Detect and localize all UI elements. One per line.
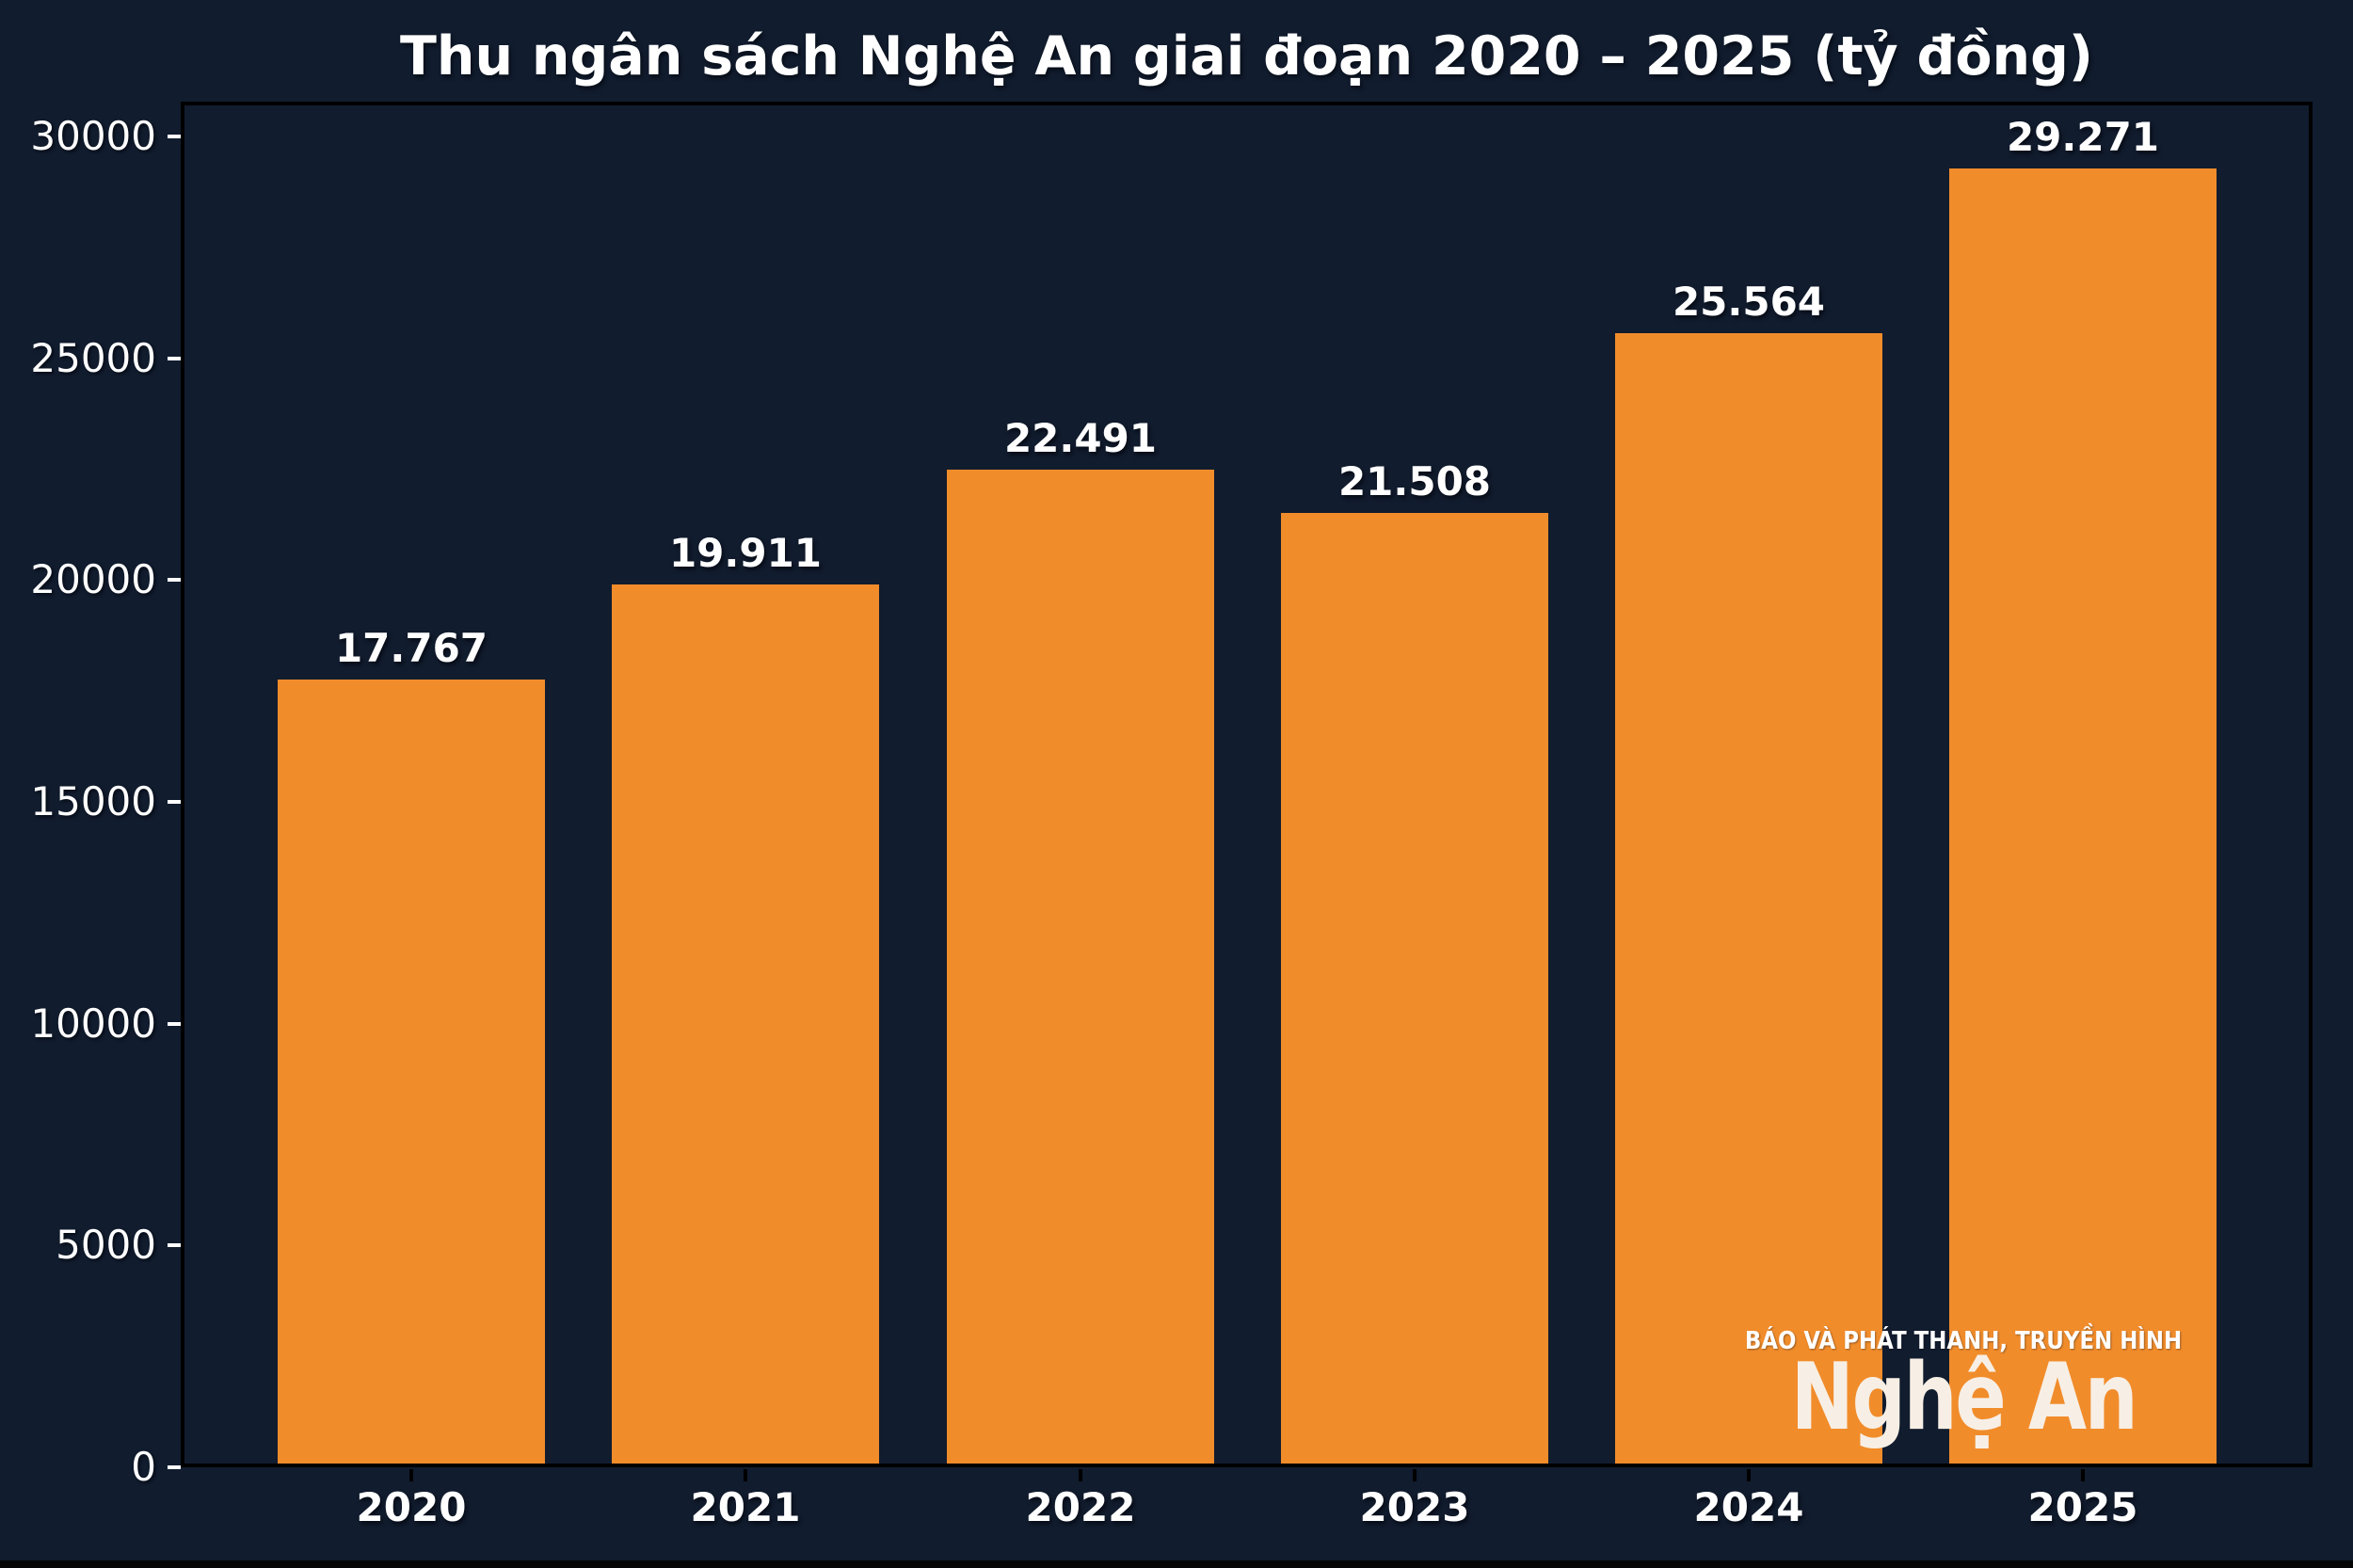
bar-value-label-2021: 19.911 — [668, 530, 823, 576]
ytick-label-0: 0 — [131, 1444, 156, 1490]
xtick-label-2022: 2022 — [1025, 1484, 1136, 1530]
ytick-mark-10000 — [168, 1022, 181, 1026]
bar-value-label-2023: 21.508 — [1337, 458, 1492, 504]
watermark-logo-text: Nghệ An — [1790, 1344, 2138, 1451]
xtick-mark-2020 — [409, 1469, 413, 1481]
ytick-mark-25000 — [168, 357, 181, 360]
bar-2024 — [1615, 333, 1882, 1464]
ytick-mark-5000 — [168, 1243, 181, 1247]
xtick-mark-2022 — [1079, 1469, 1082, 1481]
xtick-label-2021: 2021 — [690, 1484, 801, 1530]
bar-value-label-2024: 25.564 — [1672, 279, 1826, 325]
ytick-mark-15000 — [168, 800, 181, 804]
ytick-label-5000: 5000 — [56, 1222, 156, 1268]
bar-value-label-2022: 22.491 — [1003, 415, 1158, 461]
bar-value-label-2025: 29.271 — [2006, 114, 2160, 160]
ytick-mark-0 — [168, 1465, 181, 1469]
bar-value-label-2020: 17.767 — [334, 625, 488, 671]
bar-2023 — [1281, 513, 1548, 1464]
ytick-label-30000: 30000 — [30, 113, 156, 159]
watermark-tagline: BÁO VÀ PHÁT THANH, TRUYỀN HÌNH — [1744, 1327, 2183, 1355]
xtick-label-2023: 2023 — [1359, 1484, 1470, 1530]
bar-2020 — [278, 680, 545, 1464]
chart-title: Thu ngân sách Nghệ An giai đoạn 2020 – 2… — [400, 25, 2093, 88]
xtick-label-2020: 2020 — [356, 1484, 467, 1530]
ytick-label-20000: 20000 — [30, 556, 156, 602]
bottom-border-strip — [0, 1560, 2353, 1568]
ytick-mark-20000 — [168, 578, 181, 582]
bar-2021 — [612, 584, 879, 1464]
xtick-mark-2021 — [744, 1469, 747, 1481]
xtick-mark-2023 — [1413, 1469, 1417, 1481]
xtick-mark-2025 — [2081, 1469, 2085, 1481]
ytick-label-15000: 15000 — [30, 778, 156, 824]
ytick-label-25000: 25000 — [30, 335, 156, 381]
xtick-mark-2024 — [1747, 1469, 1751, 1481]
bar-2022 — [947, 470, 1214, 1464]
xtick-label-2025: 2025 — [2027, 1484, 2138, 1530]
xtick-label-2024: 2024 — [1693, 1484, 1804, 1530]
ytick-label-10000: 10000 — [30, 1000, 156, 1047]
bar-2025 — [1949, 168, 2217, 1464]
ytick-mark-30000 — [168, 135, 181, 138]
